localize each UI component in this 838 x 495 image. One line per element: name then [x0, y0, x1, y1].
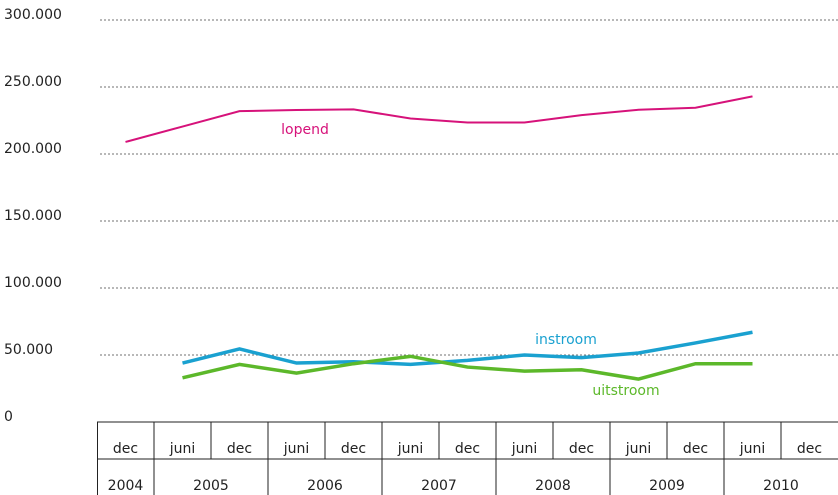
y-tick-label: 100.000: [4, 275, 62, 291]
series-label: lopend: [281, 122, 329, 138]
y-tick-label: 200.000: [4, 141, 62, 157]
year-label: 2009: [649, 478, 685, 494]
series-line: [182, 354, 753, 381]
y-tick-label: 300.000: [4, 7, 62, 23]
x-tick-label: dec: [113, 441, 138, 457]
series-line: [182, 330, 753, 367]
x-tick-label: dec: [341, 441, 366, 457]
year-label: 2010: [763, 478, 799, 494]
year-label: 2005: [193, 478, 229, 494]
year-label: 2007: [421, 478, 457, 494]
series-label: uitstroom: [592, 383, 659, 399]
x-tick-label: dec: [569, 441, 594, 457]
series-line: [125, 95, 753, 143]
x-tick-label: juni: [511, 441, 538, 457]
x-tick-label: dec: [797, 441, 822, 457]
y-tick-label: 250.000: [4, 74, 62, 90]
x-tick-label: juni: [397, 441, 424, 457]
x-tick-label: juni: [625, 441, 652, 457]
x-tick-label: dec: [683, 441, 708, 457]
year-label: 2008: [535, 478, 571, 494]
year-label: 2006: [307, 478, 343, 494]
x-tick-label: dec: [455, 441, 480, 457]
series-label: instroom: [535, 332, 597, 348]
x-tick-label: juni: [739, 441, 766, 457]
x-tick-label: dec: [227, 441, 252, 457]
y-tick-label: 0: [4, 409, 13, 425]
x-tick-label: juni: [283, 441, 310, 457]
year-label: 2004: [108, 478, 144, 494]
x-tick-label: juni: [169, 441, 196, 457]
y-tick-label: 50.000: [4, 342, 53, 358]
y-tick-label: 150.000: [4, 208, 62, 224]
